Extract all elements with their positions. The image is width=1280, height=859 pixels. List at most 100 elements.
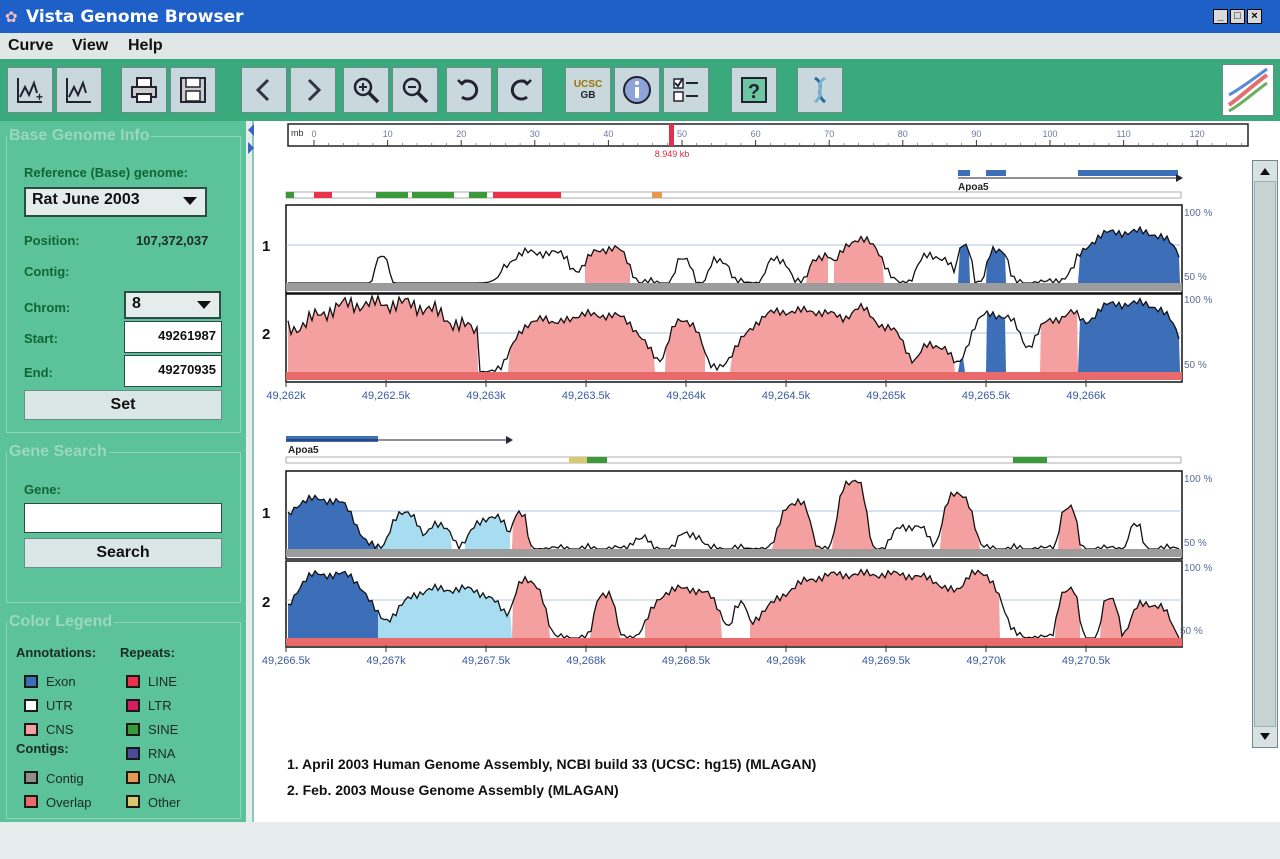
start-label: Start: — [24, 331, 58, 346]
dna-button[interactable] — [797, 67, 843, 113]
contig-legend-label: Contig — [46, 771, 84, 786]
conserved-region — [645, 585, 722, 638]
chromosome-ruler[interactable]: mb 0 10 20 30 40 50 60 70 80 90 100 110 120 8.949 kb — [287, 123, 1249, 159]
scrollbar-thumb[interactable] — [1254, 181, 1276, 727]
overlap-bar — [286, 372, 1182, 380]
line-swatch — [126, 675, 140, 688]
chevron-down-icon — [183, 197, 197, 205]
checklist-button[interactable] — [663, 67, 709, 113]
scroll-up-icon[interactable] — [1259, 166, 1271, 176]
gene-exon — [286, 436, 378, 442]
track-label: 1 — [262, 238, 270, 255]
position-marker[interactable] — [669, 124, 674, 146]
x-tick-label: 49,268k — [566, 655, 606, 667]
help-button[interactable]: ? — [731, 67, 777, 113]
reference-genome-dropdown[interactable]: Rat June 2003 — [24, 187, 207, 217]
close-button[interactable]: × — [1247, 9, 1262, 24]
base-genome-info-group: Base Genome Info — [6, 127, 241, 433]
ruler-tick-label: 10 — [383, 129, 393, 139]
ruler-tick-label: 90 — [971, 129, 981, 139]
conserved-region — [665, 318, 705, 372]
left-arrow-icon — [255, 78, 270, 102]
chrom-dropdown[interactable]: 8 — [124, 291, 221, 319]
repeat-sine — [469, 192, 487, 198]
curve-button[interactable] — [56, 67, 102, 113]
start-field[interactable]: 49261987 — [124, 321, 222, 353]
ruler-tick-label: 0 — [311, 129, 316, 139]
overlap-legend-label: Overlap — [46, 795, 92, 810]
conserved-region — [1078, 298, 1180, 372]
rotate-left-icon — [457, 79, 479, 101]
ruler-tick-label: 100 — [1042, 129, 1057, 139]
pct-top-label: 100 % — [1184, 208, 1212, 219]
info-icon — [623, 76, 651, 104]
x-tick-label: 49,267k — [366, 655, 406, 667]
end-field[interactable]: 49270935 — [124, 355, 222, 387]
menu-curve[interactable]: Curve — [8, 37, 54, 54]
x-tick-label: 49,266k — [1066, 390, 1106, 402]
curve-icon — [66, 78, 91, 103]
rotate-left-button[interactable] — [446, 67, 492, 113]
add-curve-button[interactable]: + — [7, 67, 53, 113]
zoom-out-icon — [402, 77, 429, 104]
ltr-swatch — [126, 699, 140, 712]
left-panel: Base Genome Info Reference (Base) genome… — [0, 121, 246, 825]
pct-top-label: 100 % — [1184, 474, 1212, 485]
overlap-swatch — [24, 795, 38, 808]
conserved-region — [288, 570, 378, 638]
ruler-tick-label: 30 — [530, 129, 540, 139]
pct-mid-label: 50 % — [1180, 626, 1203, 637]
print-button[interactable] — [121, 67, 167, 113]
zoom-out-button[interactable] — [392, 67, 438, 113]
scroll-left-button[interactable] — [241, 67, 287, 113]
title-bar: ✿ Vista Genome Browser _ □ × — [0, 0, 1280, 33]
zoom-in-button[interactable] — [343, 67, 389, 113]
contigs-heading: Contigs: — [16, 741, 69, 756]
menu-view[interactable]: View — [72, 37, 109, 54]
print-icon — [131, 77, 157, 103]
conservation-curve — [287, 568, 1180, 640]
gene-search-group: Gene Search — [6, 443, 241, 603]
vertical-scrollbar[interactable] — [1252, 160, 1278, 748]
gene-input[interactable] — [24, 503, 222, 533]
info-button[interactable] — [614, 67, 660, 113]
conserved-region — [986, 311, 1006, 372]
ruler-tick-label: 60 — [751, 129, 761, 139]
maximize-button[interactable]: □ — [1230, 9, 1245, 24]
scroll-down-icon[interactable] — [1259, 732, 1271, 742]
annotations-heading: Annotations: — [16, 645, 97, 660]
ruler-tick-label: 40 — [603, 129, 613, 139]
scroll-right-button[interactable] — [290, 67, 336, 113]
ucsc-gb-icon: UCSC GB — [573, 79, 603, 101]
repeat-sine — [1013, 457, 1047, 463]
conserved-region — [834, 236, 884, 283]
minimize-button[interactable]: _ — [1213, 9, 1228, 24]
svg-text:?: ? — [748, 81, 760, 103]
ucsc-gb-button[interactable]: UCSC GB — [565, 67, 611, 113]
conserved-region — [1055, 587, 1080, 638]
footnote-1: 1. April 2003 Human Genome Assembly, NCB… — [287, 756, 816, 772]
dna-legend-label: DNA — [148, 771, 176, 786]
collapse-left-icon[interactable] — [248, 124, 254, 136]
repeats-heading: Repeats: — [120, 645, 175, 660]
rotate-right-button[interactable] — [497, 67, 543, 113]
menu-help[interactable]: Help — [128, 37, 163, 54]
conserved-region — [288, 495, 378, 549]
collapse-right-icon[interactable] — [248, 142, 254, 154]
pct-top-label: 100 % — [1184, 563, 1212, 574]
cns-legend-label: CNS — [46, 722, 74, 737]
overlap-bar — [286, 638, 1182, 646]
rna-legend-label: RNA — [148, 746, 176, 761]
menu-bar: Curve View Help — [0, 33, 1280, 59]
set-button[interactable]: Set — [24, 390, 222, 420]
exon-legend-label: Exon — [46, 674, 76, 689]
save-button[interactable] — [170, 67, 216, 113]
dna-logo-icon — [1222, 64, 1274, 116]
x-tick-label: 49,267.5k — [462, 655, 511, 667]
search-button[interactable]: Search — [24, 538, 222, 568]
conservation-plot[interactable] — [285, 204, 1183, 294]
conserved-region — [1058, 505, 1082, 549]
other-legend-label: Other — [148, 795, 181, 810]
utr-swatch — [24, 699, 38, 712]
